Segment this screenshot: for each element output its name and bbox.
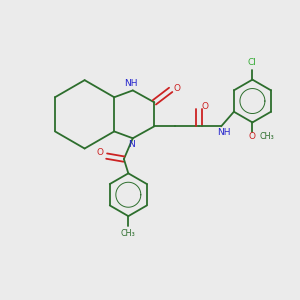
Text: CH₃: CH₃ bbox=[259, 132, 274, 141]
Text: O: O bbox=[249, 132, 256, 141]
Text: O: O bbox=[201, 102, 208, 111]
Text: N: N bbox=[128, 140, 135, 149]
Text: O: O bbox=[174, 84, 181, 93]
Text: O: O bbox=[97, 148, 104, 157]
Text: Cl: Cl bbox=[248, 58, 257, 68]
Text: NH: NH bbox=[217, 128, 230, 137]
Text: NH: NH bbox=[124, 80, 138, 88]
Text: CH₃: CH₃ bbox=[121, 229, 136, 238]
